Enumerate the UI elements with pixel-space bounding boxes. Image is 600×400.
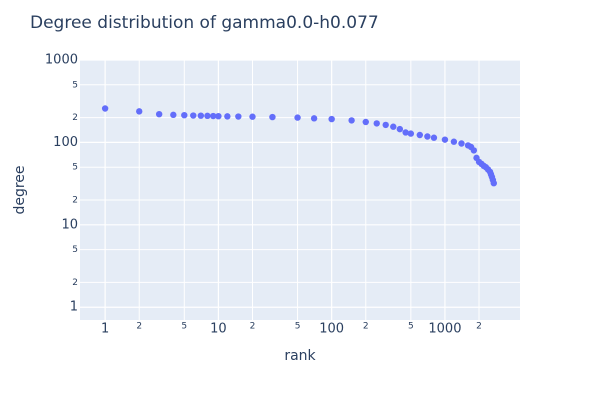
point xyxy=(382,121,389,129)
x-tick-label: 5 xyxy=(295,322,301,332)
point xyxy=(210,112,217,120)
point xyxy=(373,120,380,127)
y-tick-label: 1 xyxy=(70,300,78,315)
x-axis-title: rank xyxy=(284,348,316,364)
y-tick-label: 1000 xyxy=(45,53,78,68)
point xyxy=(294,114,301,121)
point xyxy=(362,118,369,126)
point xyxy=(430,134,438,141)
point xyxy=(328,115,335,123)
x-tick-label: 5 xyxy=(408,322,414,332)
x-tick-label: 5 xyxy=(181,322,187,332)
point xyxy=(197,112,205,119)
x-tick-label: 2 xyxy=(363,322,369,332)
plot-area xyxy=(80,60,520,320)
y-tick-label: 5 xyxy=(72,163,78,173)
point xyxy=(490,179,497,187)
point xyxy=(181,111,188,119)
point xyxy=(136,108,143,115)
x-tick-label: 1 xyxy=(101,322,109,337)
point xyxy=(101,105,109,112)
point xyxy=(396,125,404,133)
point xyxy=(470,147,478,154)
x-tick-label: 1000 xyxy=(428,322,461,337)
y-axis-title: degree xyxy=(12,165,28,214)
y-tick-label: 10 xyxy=(61,217,78,232)
y-tick-label: 2 xyxy=(72,113,78,123)
point xyxy=(402,129,409,136)
point xyxy=(310,115,318,122)
x-tick-label: 100 xyxy=(319,322,344,337)
point xyxy=(204,112,211,120)
y-tick-label: 2 xyxy=(72,196,78,206)
point xyxy=(224,113,231,120)
point xyxy=(441,136,449,143)
point xyxy=(407,130,415,137)
point xyxy=(249,113,256,120)
x-tick-label: 10 xyxy=(210,322,227,337)
y-tick-label: 100 xyxy=(53,135,78,150)
point xyxy=(348,117,355,124)
y-tick-label: 5 xyxy=(72,80,78,90)
point xyxy=(215,112,222,120)
y-tick-label: 5 xyxy=(72,245,78,255)
point xyxy=(235,113,242,120)
point xyxy=(190,112,197,119)
x-tick-label: 2 xyxy=(476,322,482,332)
point xyxy=(450,138,458,145)
chart-title: Degree distribution of gamma0.0-h0.077 xyxy=(30,13,379,33)
point xyxy=(155,110,163,118)
point xyxy=(269,113,276,121)
point xyxy=(424,133,431,140)
point xyxy=(170,111,177,119)
point xyxy=(416,131,424,139)
point xyxy=(458,140,465,147)
x-tick-label: 2 xyxy=(250,322,256,332)
x-tick-label: 2 xyxy=(136,322,142,332)
point xyxy=(390,123,397,130)
y-tick-label: 2 xyxy=(72,278,78,288)
